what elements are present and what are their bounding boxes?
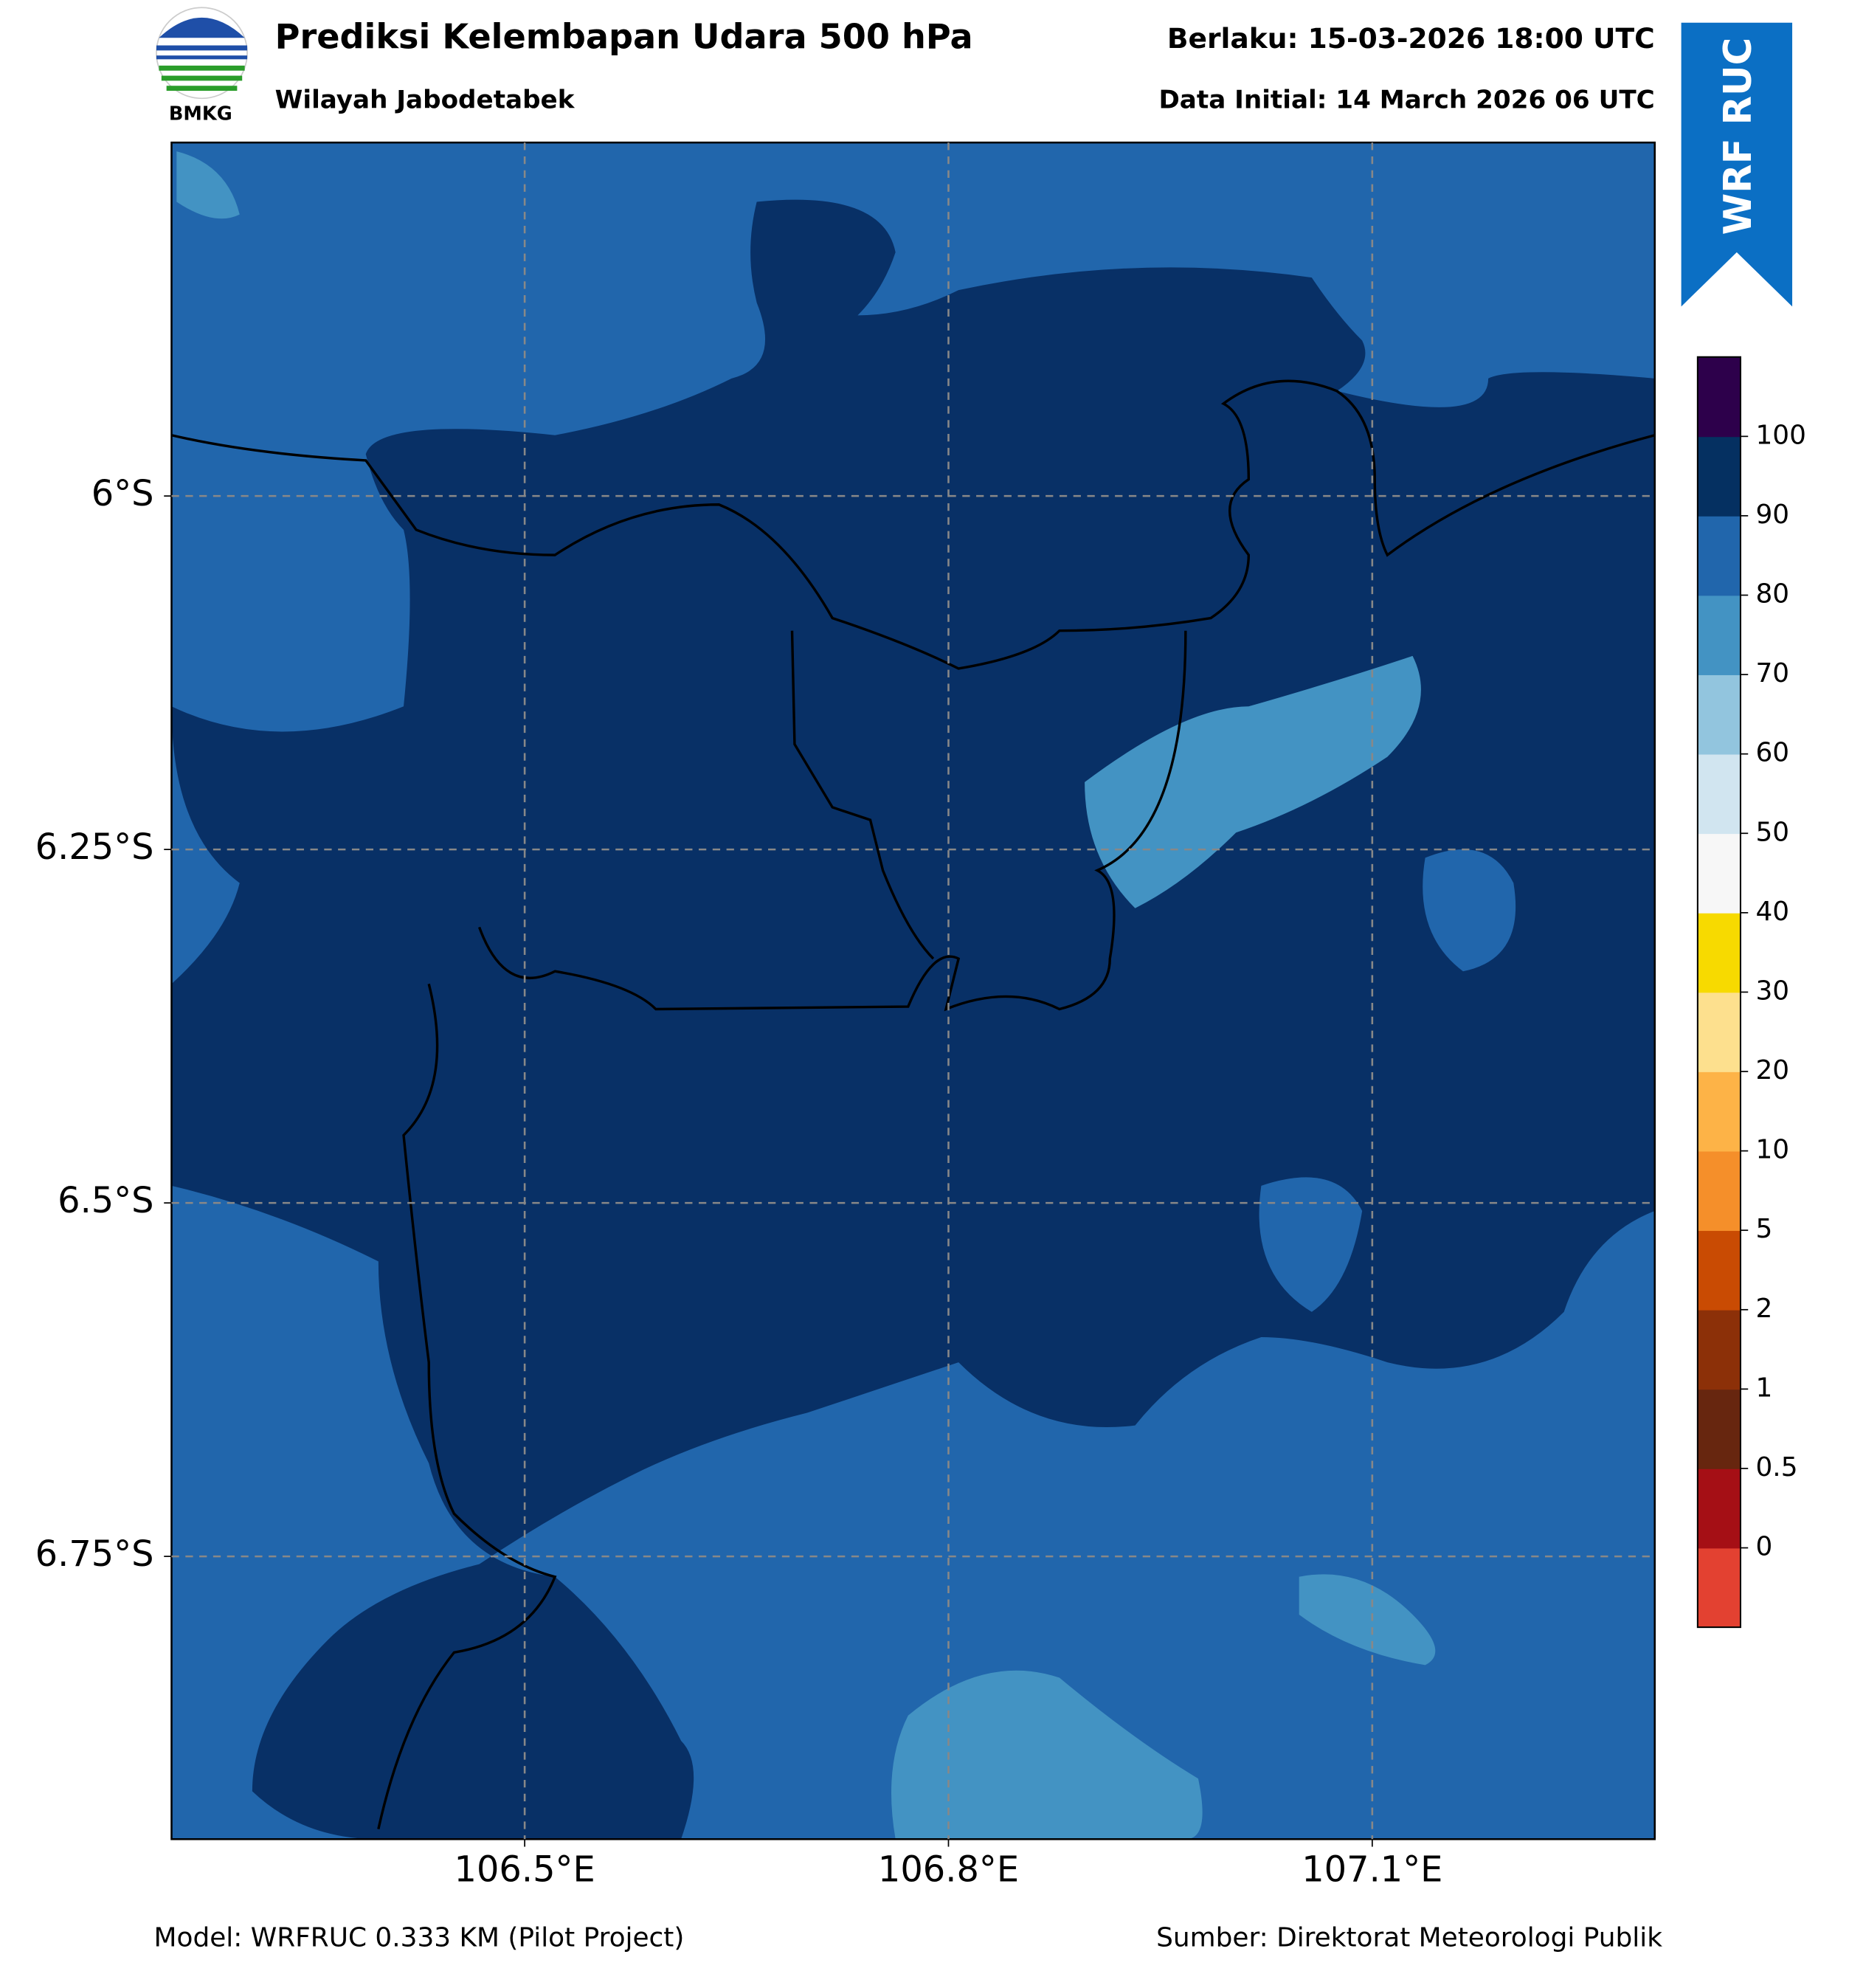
map-frame (170, 141, 1656, 1840)
colorbar-segment (1697, 833, 1741, 914)
valid-time: Berlaku: 15-03-2026 18:00 UTC (1167, 22, 1655, 55)
colorbar-label: 50 (1755, 817, 1789, 847)
footer-model: Model: WRFRUC 0.333 KM (Pilot Project) (154, 1922, 685, 1953)
colorbar-segment (1697, 1389, 1741, 1469)
colorbar-segment (1697, 595, 1741, 675)
colorbar-segment (1697, 1071, 1741, 1152)
x-tick-label: 107.1°E (1302, 1850, 1442, 1891)
colorbar-segment (1697, 1230, 1741, 1311)
colorbar-label: 70 (1755, 658, 1789, 688)
colorbar-segment (1697, 515, 1741, 596)
colorbar-label: 1 (1755, 1373, 1772, 1403)
footer-source: Sumber: Direktorat Meteorologi Publik (1156, 1922, 1662, 1953)
colorbar-segment (1697, 992, 1741, 1072)
colorbar-label: 90 (1755, 500, 1789, 530)
map-field (171, 142, 1656, 1840)
colorbar-segment (1697, 674, 1741, 755)
colorbar-segment (1697, 436, 1741, 517)
colorbar-segment (1697, 356, 1741, 438)
colorbar-segment (1697, 912, 1741, 993)
colorbar-label: 2 (1755, 1294, 1772, 1324)
y-tick-label: 6°S (91, 474, 154, 514)
y-tick-label: 6.25°S (35, 827, 154, 868)
x-tick-label: 106.8°E (878, 1850, 1019, 1891)
logo: BMKG (156, 7, 248, 125)
colorbar-label: 80 (1755, 579, 1789, 610)
title: Prediksi Kelembapan Udara 500 hPa (275, 16, 973, 56)
colorbar-segment (1697, 1150, 1741, 1232)
y-tick-label: 6.75°S (35, 1534, 154, 1575)
colorbar-label: 100 (1755, 420, 1805, 450)
colorbar-segment (1697, 1468, 1741, 1549)
colorbar-label: 30 (1755, 976, 1789, 1006)
badge (1681, 22, 1793, 307)
colorbar-label: 40 (1755, 897, 1789, 927)
colorbar-label: 5 (1755, 1214, 1772, 1244)
y-tick-label: 6.5°S (58, 1181, 153, 1221)
colorbar-label: 10 (1755, 1135, 1789, 1165)
subtitle: Wilayah Jabodetabek (275, 85, 576, 114)
logo-text: BMKG (169, 103, 232, 125)
x-tick-label: 106.5°E (455, 1850, 595, 1891)
colorbar-label: 20 (1755, 1055, 1789, 1086)
badge-text: WRF RUC (1716, 38, 1760, 235)
colorbar-label: 60 (1755, 738, 1789, 768)
colorbar-segment (1697, 753, 1741, 835)
colorbar-label: 0.5 (1755, 1452, 1797, 1483)
initial-time: Data Initial: 14 March 2026 06 UTC (1158, 85, 1654, 114)
colorbar-label: 0 (1755, 1532, 1772, 1562)
colorbar-segment (1697, 1547, 1741, 1628)
colorbar-segment (1697, 1309, 1741, 1390)
